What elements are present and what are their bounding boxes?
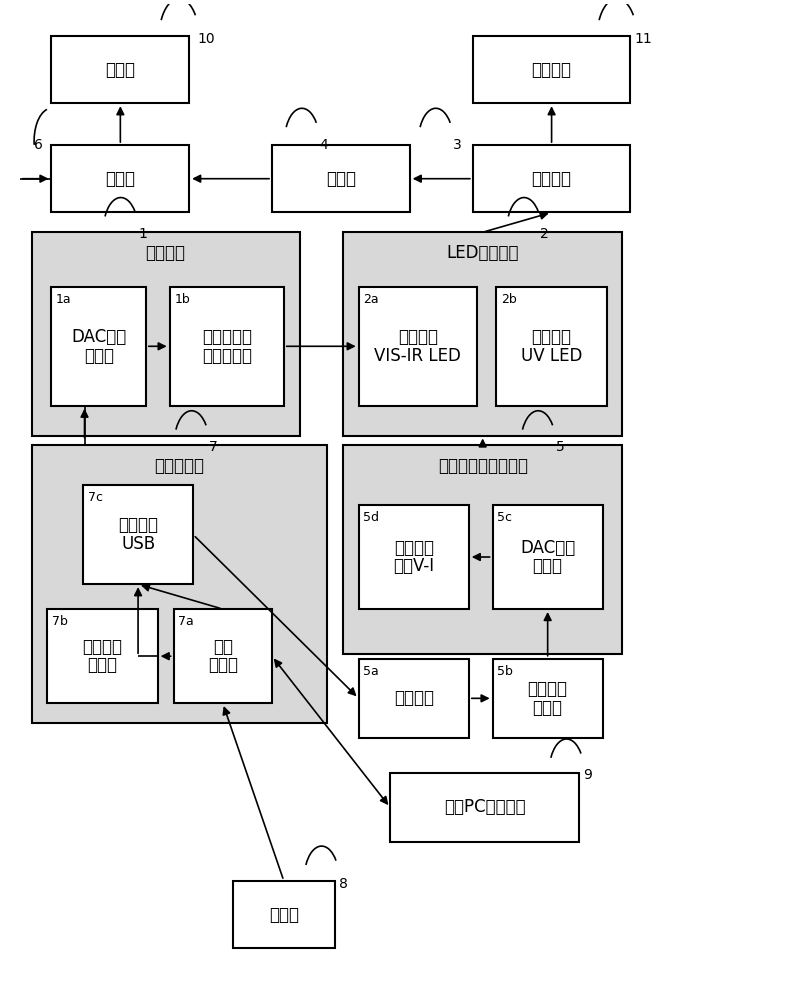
Text: 7: 7 xyxy=(209,440,218,454)
Text: 正向V-I: 正向V-I xyxy=(393,557,435,575)
Text: 1b: 1b xyxy=(174,293,190,306)
Text: 压控自动温: 压控自动温 xyxy=(201,347,252,365)
Text: 多电平: 多电平 xyxy=(533,699,563,717)
Text: 控温装置: 控温装置 xyxy=(146,244,185,262)
Text: 3: 3 xyxy=(453,138,462,152)
Text: DAC电路: DAC电路 xyxy=(71,328,127,346)
Text: 协处理器: 协处理器 xyxy=(394,689,434,707)
Text: 转换电路: 转换电路 xyxy=(528,680,568,698)
Bar xyxy=(473,36,630,103)
Text: 远程PC端上位机: 远程PC端上位机 xyxy=(444,798,525,816)
Text: 10: 10 xyxy=(197,32,215,46)
Bar xyxy=(83,485,193,584)
Bar xyxy=(359,287,477,406)
Text: 5c: 5c xyxy=(498,511,513,524)
Bar xyxy=(32,445,327,723)
Text: 手机端: 手机端 xyxy=(269,906,298,924)
Text: 单通道: 单通道 xyxy=(84,347,114,365)
Text: 7a: 7a xyxy=(178,615,194,628)
Bar xyxy=(170,287,284,406)
Bar xyxy=(343,232,622,436)
Text: 2: 2 xyxy=(540,227,548,241)
Bar xyxy=(359,505,469,609)
Text: 阵列灯板: 阵列灯板 xyxy=(532,328,572,346)
Text: 微处理器: 微处理器 xyxy=(83,638,123,656)
Text: 8: 8 xyxy=(339,877,348,891)
Bar xyxy=(174,609,272,703)
Text: 7b: 7b xyxy=(53,615,68,628)
Text: LED阵列灯板: LED阵列灯板 xyxy=(447,244,519,262)
Bar xyxy=(272,145,410,212)
Bar xyxy=(390,773,579,842)
Text: 1: 1 xyxy=(138,227,147,241)
Text: USB: USB xyxy=(121,535,155,553)
Text: 多通道: 多通道 xyxy=(533,557,563,575)
Bar xyxy=(359,659,469,738)
Text: VIS-IR LED: VIS-IR LED xyxy=(374,347,461,365)
Text: 2a: 2a xyxy=(363,293,379,306)
Text: 多路独立可调恒流源: 多路独立可调恒流源 xyxy=(438,457,528,475)
Text: 5b: 5b xyxy=(498,665,513,678)
Text: 11: 11 xyxy=(634,32,652,46)
Text: 接口电路: 接口电路 xyxy=(118,516,158,534)
Text: 4: 4 xyxy=(319,138,328,152)
Bar xyxy=(473,145,630,212)
Text: 以太网: 以太网 xyxy=(208,656,238,674)
Text: 阵列灯板: 阵列灯板 xyxy=(398,328,438,346)
Bar xyxy=(48,609,158,703)
Bar xyxy=(343,445,622,654)
Bar xyxy=(52,145,189,212)
Text: 5: 5 xyxy=(556,440,564,454)
Text: 嵌入式: 嵌入式 xyxy=(88,656,118,674)
Bar xyxy=(493,659,603,738)
Text: 积分球: 积分球 xyxy=(105,61,135,79)
Bar xyxy=(232,881,335,948)
Text: 转换电路: 转换电路 xyxy=(394,539,434,557)
Bar xyxy=(32,232,299,436)
Text: 7c: 7c xyxy=(88,491,103,504)
Text: 光纤束: 光纤束 xyxy=(326,170,356,188)
Text: DAC电路: DAC电路 xyxy=(520,539,576,557)
Text: 模块: 模块 xyxy=(213,638,232,656)
Bar xyxy=(52,287,146,406)
Text: 9: 9 xyxy=(583,768,592,782)
Text: 系统控制器: 系统控制器 xyxy=(154,457,205,475)
Text: 聚光装置: 聚光装置 xyxy=(532,170,572,188)
Text: 光谱仪: 光谱仪 xyxy=(105,170,135,188)
Text: UV LED: UV LED xyxy=(521,347,583,365)
Text: 5d: 5d xyxy=(363,511,380,524)
Text: 5a: 5a xyxy=(363,665,379,678)
Text: 1a: 1a xyxy=(57,293,72,306)
Text: 准直透镜: 准直透镜 xyxy=(532,61,572,79)
Text: 2b: 2b xyxy=(501,293,517,306)
Text: 度控制电路: 度控制电路 xyxy=(201,328,252,346)
Bar xyxy=(493,505,603,609)
Bar xyxy=(52,36,189,103)
Text: 6: 6 xyxy=(34,138,43,152)
Bar xyxy=(497,287,607,406)
